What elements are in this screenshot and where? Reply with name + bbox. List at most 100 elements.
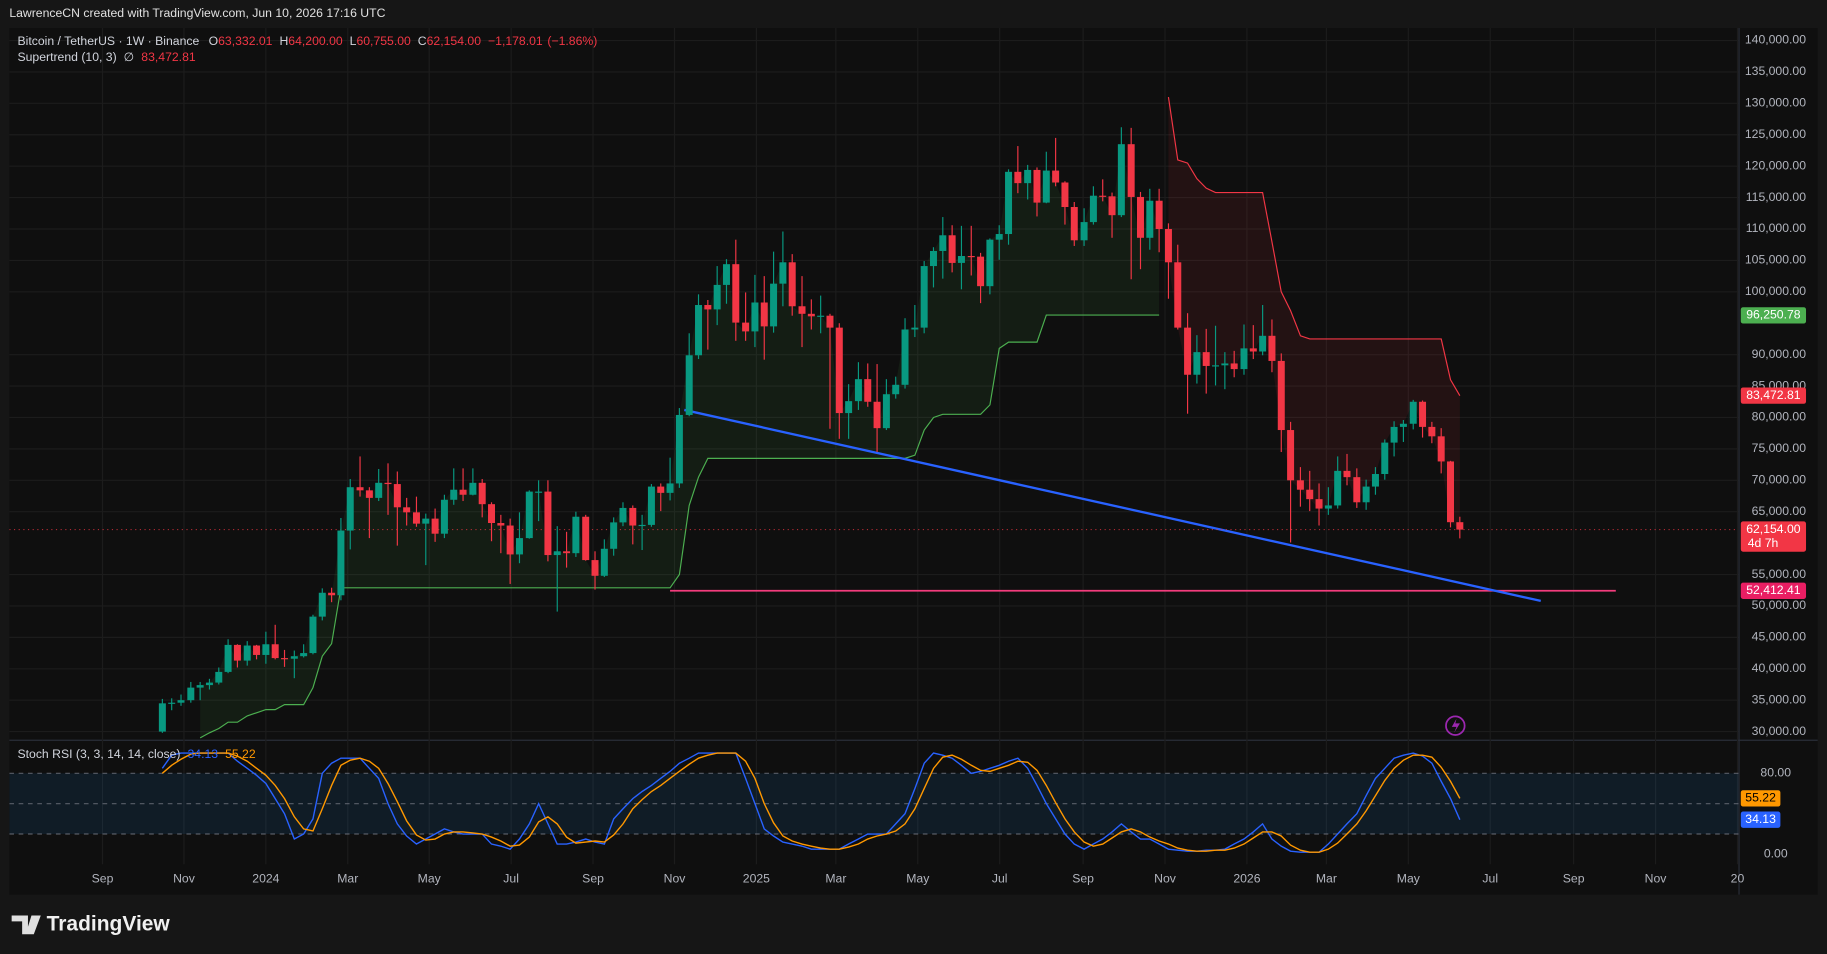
candle-body xyxy=(1390,426,1398,443)
candle-body xyxy=(600,548,608,576)
candle-body xyxy=(488,504,496,524)
x-tick-label: 2025 xyxy=(743,872,770,886)
candle-body xyxy=(572,516,580,554)
candle-body xyxy=(1099,195,1107,197)
brand-name: TradingView xyxy=(47,912,171,935)
x-tick-label: Mar xyxy=(825,872,846,886)
stoch-pane xyxy=(9,752,1739,853)
candle-body xyxy=(233,644,241,661)
y-tick-label: 30,000.00 xyxy=(1752,724,1807,738)
stoch-tag-label: 55.22 xyxy=(1745,791,1776,805)
candle-body xyxy=(1437,436,1445,462)
candle-body xyxy=(1184,327,1192,375)
candle-body xyxy=(742,322,750,332)
candle-body xyxy=(1287,430,1295,481)
change-pct: (−1.86%) xyxy=(547,34,597,48)
candle-body xyxy=(826,315,834,328)
price-tag-countdown: 4d 7h xyxy=(1748,536,1779,550)
candle-body xyxy=(582,516,590,561)
stoch-title: Stoch RSI (3, 3, 14, 14, close) xyxy=(17,747,180,761)
x-tick-label: Sep xyxy=(1072,872,1094,886)
candle-body xyxy=(243,645,251,661)
stoch-tag xyxy=(1740,811,1781,828)
alert-icon[interactable] xyxy=(1445,715,1466,736)
candle-body xyxy=(196,685,204,688)
x-tick-label: Nov xyxy=(1645,872,1668,886)
candle-body xyxy=(187,687,195,701)
candle-body xyxy=(760,302,768,327)
x-tick-label: 2026 xyxy=(1233,872,1260,886)
y-tick-label: 50,000.00 xyxy=(1752,598,1807,612)
candle-body xyxy=(704,305,712,310)
price-tag-label: 62,154.00 xyxy=(1746,522,1801,536)
candle-body xyxy=(779,262,787,284)
x-tick-label: May xyxy=(418,872,442,886)
candle-body xyxy=(1202,352,1210,366)
candle-body xyxy=(1070,207,1078,241)
candle-body xyxy=(1362,486,1370,503)
x-tick-label: Jul xyxy=(503,872,519,886)
candle-body xyxy=(1155,200,1163,229)
alert-icon-bolt xyxy=(1451,718,1460,733)
candle-body xyxy=(864,379,872,402)
candle-body xyxy=(911,327,919,330)
stoch-legend: Stoch RSI (3, 3, 14, 14, close) 34.13 55.2… xyxy=(17,747,255,761)
candle-body xyxy=(1230,363,1238,370)
candle-body xyxy=(1240,348,1248,370)
candle-body xyxy=(177,700,185,703)
stoch-tick-label: 0.00 xyxy=(1764,846,1788,860)
candle-body xyxy=(1277,360,1285,431)
x-tick-label: Nov xyxy=(173,872,196,886)
ohlc-prefix: C xyxy=(418,34,427,48)
stoch-value: 55.22 xyxy=(225,747,256,761)
candle-body xyxy=(1146,200,1154,238)
candle-body xyxy=(393,484,401,508)
y-tick-label: 40,000.00 xyxy=(1752,661,1807,675)
stoch-tag-label: 34.13 xyxy=(1745,812,1776,826)
candle-body xyxy=(1456,522,1464,530)
candle-body xyxy=(751,302,759,332)
candle-body xyxy=(412,512,420,524)
candle-body xyxy=(346,487,354,531)
candle-body xyxy=(1136,196,1144,238)
y-tick-label: 35,000.00 xyxy=(1752,692,1807,706)
candle-body xyxy=(553,551,561,556)
symbol-name: Bitcoin / TetherUS · 1W · Binance xyxy=(17,34,199,48)
x-tick-label: Nov xyxy=(664,872,687,886)
candle-body xyxy=(948,235,956,263)
x-tick-label: Mar xyxy=(1316,872,1337,886)
candle-body xyxy=(695,305,703,356)
candle-body xyxy=(262,644,270,655)
candle-body xyxy=(535,491,543,493)
candle-body xyxy=(563,551,571,554)
ohlc-value: 64,200.00 xyxy=(288,34,343,48)
header-text: LawrenceCN created with TradingView.com,… xyxy=(9,6,385,20)
candle-body xyxy=(1399,423,1407,427)
x-tick-label: May xyxy=(906,872,930,886)
ohlc-prefix: H xyxy=(279,34,288,48)
ohlc-prefix: L xyxy=(350,34,357,48)
legend: Bitcoin / TetherUS · 1W · Binance O63,332… xyxy=(17,34,597,761)
price-tag-label: 52,412.41 xyxy=(1746,583,1801,597)
candle-body xyxy=(1193,352,1201,375)
price-tag-label: 83,472.81 xyxy=(1746,388,1801,402)
candle-body xyxy=(1061,182,1069,208)
candle-body xyxy=(1419,401,1427,427)
candle-body xyxy=(1014,171,1022,184)
candle-body xyxy=(619,507,627,523)
candle-body xyxy=(1174,262,1182,328)
candle-body xyxy=(638,524,646,527)
candle-body xyxy=(1334,470,1342,506)
stoch-tag xyxy=(1740,790,1781,807)
price-tag xyxy=(1740,307,1807,324)
candle-body xyxy=(544,491,552,556)
candle-body xyxy=(591,560,599,576)
candle-body xyxy=(318,592,326,617)
y-tick-label: 135,000.00 xyxy=(1745,64,1806,78)
candle-body xyxy=(365,490,373,498)
y-tick-label: 45,000.00 xyxy=(1752,630,1807,644)
candle-body xyxy=(835,327,843,414)
y-tick-label: 110,000.00 xyxy=(1746,221,1806,235)
